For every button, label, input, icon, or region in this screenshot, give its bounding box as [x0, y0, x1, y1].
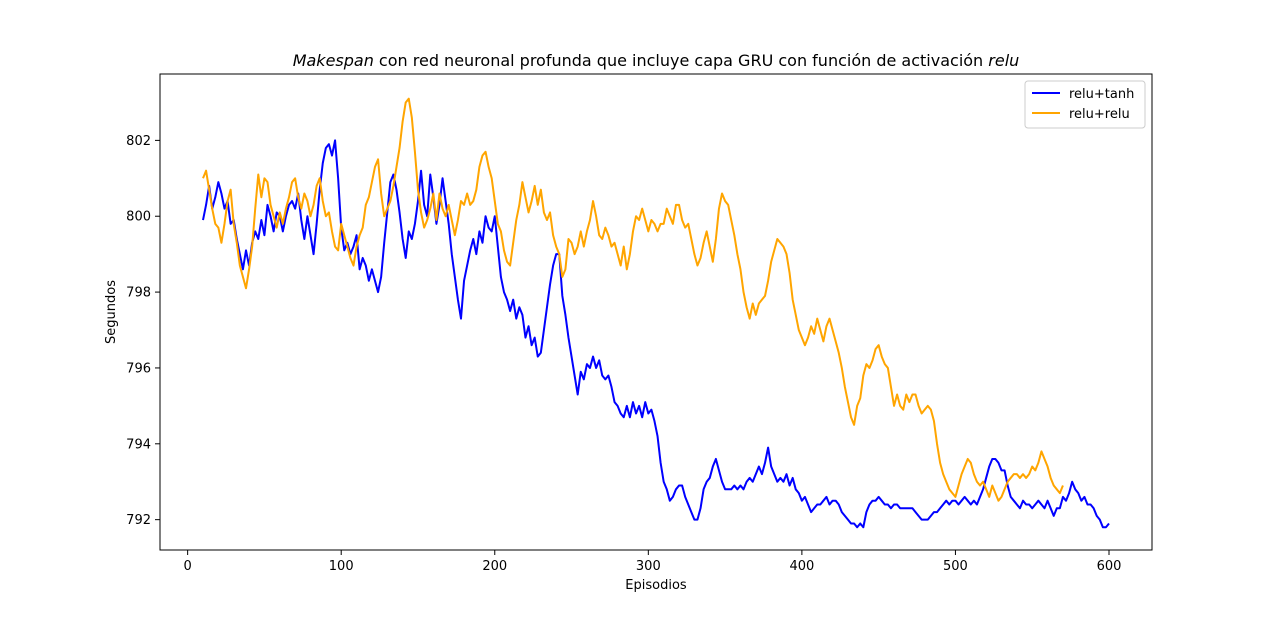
x-tick-label: 200	[482, 559, 507, 574]
plot-frame	[159, 73, 1153, 551]
x-axis-label: Episodios	[625, 578, 687, 593]
x-tick-label: 300	[636, 559, 661, 574]
legend-label-relu-tanh: relu+tanh	[1069, 87, 1134, 102]
x-tick-label: 500	[943, 559, 968, 574]
title-middle: con red neuronal profunda que incluye ca…	[374, 51, 988, 70]
title-italic-makespan: Makespan	[293, 51, 374, 70]
y-tick-label: 800	[126, 210, 151, 225]
y-axis-label: Segundos	[104, 280, 119, 344]
y-tick-label: 802	[126, 134, 151, 149]
legend: relu+tanh relu+relu	[1024, 80, 1146, 129]
chart-title: Makespan con red neuronal profunda que i…	[293, 51, 1020, 70]
title-italic-relu: relu	[988, 51, 1019, 70]
y-tick-label: 796	[126, 361, 151, 376]
x-tick-label: 400	[789, 559, 814, 574]
y-tick-label: 794	[126, 437, 151, 452]
series-layer	[202, 97, 1110, 529]
y-tick-label: 798	[126, 286, 151, 301]
x-tick-label: 600	[1097, 559, 1122, 574]
legend-label-relu-relu: relu+relu	[1069, 107, 1130, 122]
x-tick-label: 0	[184, 559, 192, 574]
y-axis: 792 794 796 798 800 802	[126, 134, 160, 528]
x-axis: 0 100 200 300 400 500 600	[184, 550, 1122, 574]
x-tick-label: 100	[329, 559, 354, 574]
series-line-relu-tanh	[202, 139, 1110, 529]
y-tick-label: 792	[126, 513, 151, 528]
series-line-relu-relu	[202, 97, 1064, 502]
